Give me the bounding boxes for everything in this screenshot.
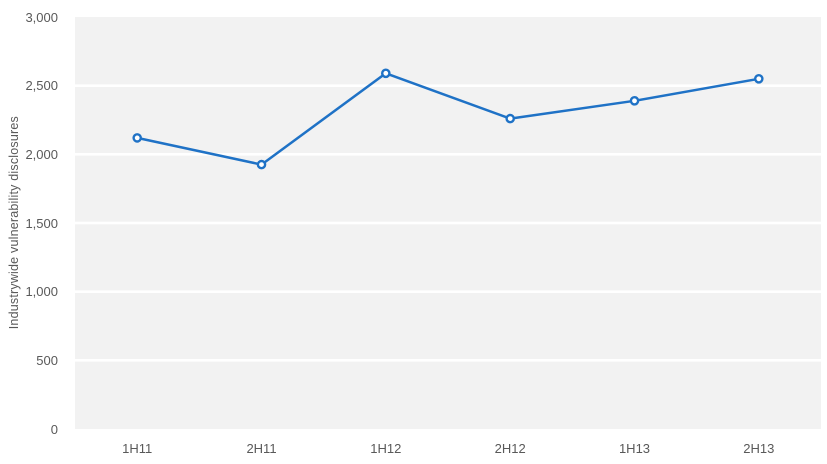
data-point-2H11	[256, 159, 267, 170]
y-tick-label-2500: 2,500	[25, 78, 58, 94]
y-tick-label-1000: 1,000	[25, 284, 58, 300]
y-tick-label-500: 500	[36, 352, 58, 368]
y-tick-label-1500: 1,500	[25, 215, 58, 231]
data-point-1H12	[380, 68, 391, 79]
y-tick-label-3000: 3,000	[25, 9, 58, 25]
data-point-2H13	[754, 74, 764, 84]
series-line	[135, 72, 761, 166]
x-tick-label-1H13: 1H13	[618, 441, 651, 456]
chart-plot-svg	[75, 17, 821, 429]
x-tick-label-1H12: 1H12	[370, 441, 402, 456]
y-tick-label-2000: 2,000	[25, 146, 58, 162]
x-tick-label-2H12: 2H12	[494, 441, 526, 456]
data-point-2H12	[505, 113, 516, 124]
y-tick-label-0: 0	[50, 421, 58, 437]
data-point-1H13	[629, 96, 640, 106]
x-tick-label-1H11: 1H11	[122, 441, 153, 456]
x-tick-label-2H13: 2H13	[743, 441, 775, 456]
x-tick-label-2H11: 2H11	[246, 441, 277, 456]
plot-area	[75, 17, 821, 429]
data-point-1H11	[132, 133, 143, 143]
